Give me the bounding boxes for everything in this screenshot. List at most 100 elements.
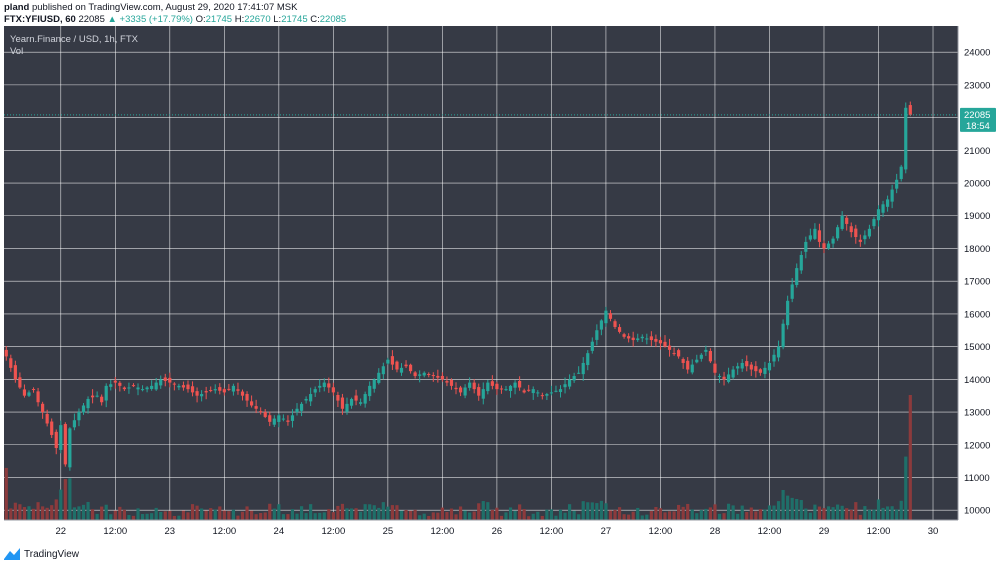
candle-body — [422, 372, 426, 376]
volume-bar — [231, 509, 236, 520]
volume-bar — [781, 489, 785, 520]
volume-bar — [86, 501, 90, 520]
volume-bar — [372, 505, 376, 520]
ohlc-open-label: O: — [195, 14, 206, 25]
candle-body — [272, 418, 276, 425]
candle-body — [81, 405, 86, 413]
volume-bar — [445, 511, 449, 520]
price-chart[interactable]: 10000 11000 12000 13000 14000 15000 16000 17000… — [4, 26, 998, 542]
candle-body — [200, 394, 204, 397]
candle-body — [90, 395, 95, 398]
volume-bar — [200, 508, 204, 520]
volume-bar — [508, 507, 513, 520]
chart-area[interactable]: 10000 11000 12000 13000 14000 15000 16000 17000… — [4, 26, 998, 542]
candle-body — [904, 107, 908, 170]
volume-bar — [636, 507, 640, 520]
volume-bar — [490, 509, 494, 520]
volume-bar — [536, 511, 540, 520]
volume-bar — [186, 512, 190, 520]
volume-bar — [826, 506, 831, 520]
candle-body — [736, 366, 740, 369]
volume-bar — [545, 509, 549, 520]
price-axis[interactable]: 10000 11000 12000 13000 14000 15000 16000 17000… — [964, 48, 990, 517]
volume-bar — [617, 507, 622, 520]
candle-body — [831, 238, 835, 244]
candle-body — [168, 377, 172, 383]
candle-body — [340, 397, 345, 409]
volume-bar — [386, 506, 390, 520]
candle-body — [404, 364, 408, 367]
candle-body — [368, 385, 372, 397]
volume-bar — [795, 498, 799, 520]
volume-bar — [799, 500, 803, 520]
candle-body — [622, 334, 626, 337]
volume-bar — [477, 503, 481, 520]
candle-body — [795, 268, 799, 286]
volume-bar — [667, 511, 672, 520]
volume-bar — [159, 511, 163, 520]
candle-body — [595, 330, 599, 340]
volume-bar — [726, 503, 731, 520]
volume-bar — [18, 504, 22, 520]
candle-body — [545, 394, 549, 396]
chart-header: pland published on TradingView.com, Augu… — [4, 2, 994, 26]
candle-body — [895, 179, 899, 189]
candle-body — [240, 391, 245, 396]
volume-bar — [513, 510, 517, 520]
volume-bar — [72, 507, 77, 520]
candle-body — [754, 366, 758, 372]
tradingview-brand[interactable]: TradingView — [24, 548, 80, 560]
candle-body — [876, 209, 881, 221]
volume-bar — [531, 513, 535, 520]
volume-bar — [68, 478, 72, 520]
volume-bar — [213, 509, 217, 520]
candle-body — [677, 350, 681, 357]
candle-body — [163, 377, 167, 381]
volume-bar — [631, 511, 635, 520]
candle-body — [522, 390, 526, 393]
price-tick-label: 17000 — [964, 277, 990, 288]
candle-body — [281, 418, 285, 420]
volume-bar — [549, 509, 554, 520]
volume-bar — [349, 508, 354, 520]
volume-bar — [59, 489, 63, 520]
published-text: published on TradingView.com, August 29,… — [31, 2, 298, 13]
candle-body — [136, 387, 140, 390]
volume-bar — [836, 504, 840, 520]
candle-body — [449, 379, 454, 386]
volume-bar — [113, 510, 117, 520]
volume-bar — [495, 507, 499, 520]
volume-bar — [499, 515, 504, 520]
time-tick-label: 12:00 — [540, 526, 564, 537]
volume-bar — [845, 508, 849, 520]
volume-bar — [340, 503, 345, 520]
candle-body — [408, 364, 413, 372]
price-tick-label: 18000 — [964, 244, 990, 255]
volume-bar — [327, 509, 331, 520]
tradingview-logo-icon[interactable] — [4, 548, 20, 560]
plot-background[interactable] — [4, 26, 958, 520]
candle-body — [781, 323, 785, 348]
volume-bar — [790, 497, 794, 520]
volume-bar — [649, 510, 653, 520]
candle-body — [118, 382, 122, 386]
volume-bar — [763, 509, 767, 520]
time-axis[interactable]: 22 12:00 23 12:00 24 12:00 25 12:00 26 12:00 27 12:… — [55, 526, 938, 537]
candle-body — [72, 420, 77, 428]
candle-body — [704, 349, 708, 352]
time-tick-label: 28 — [710, 526, 721, 537]
volume-bar — [286, 514, 290, 520]
candle-body — [786, 300, 790, 326]
candle-body — [699, 354, 703, 359]
candle-body — [631, 337, 635, 341]
volume-bar — [858, 514, 862, 520]
volume-bar — [13, 502, 17, 520]
candle-body — [59, 425, 63, 450]
chart-legend-title: Yearn.Finance / USD, 1h, FTX — [10, 34, 139, 45]
author-name[interactable]: pland — [4, 2, 30, 13]
volume-bar — [131, 515, 136, 520]
time-tick-label: 12:00 — [649, 526, 673, 537]
candle-body — [458, 387, 463, 393]
volume-bar — [581, 501, 585, 520]
volume-bar — [567, 504, 572, 520]
